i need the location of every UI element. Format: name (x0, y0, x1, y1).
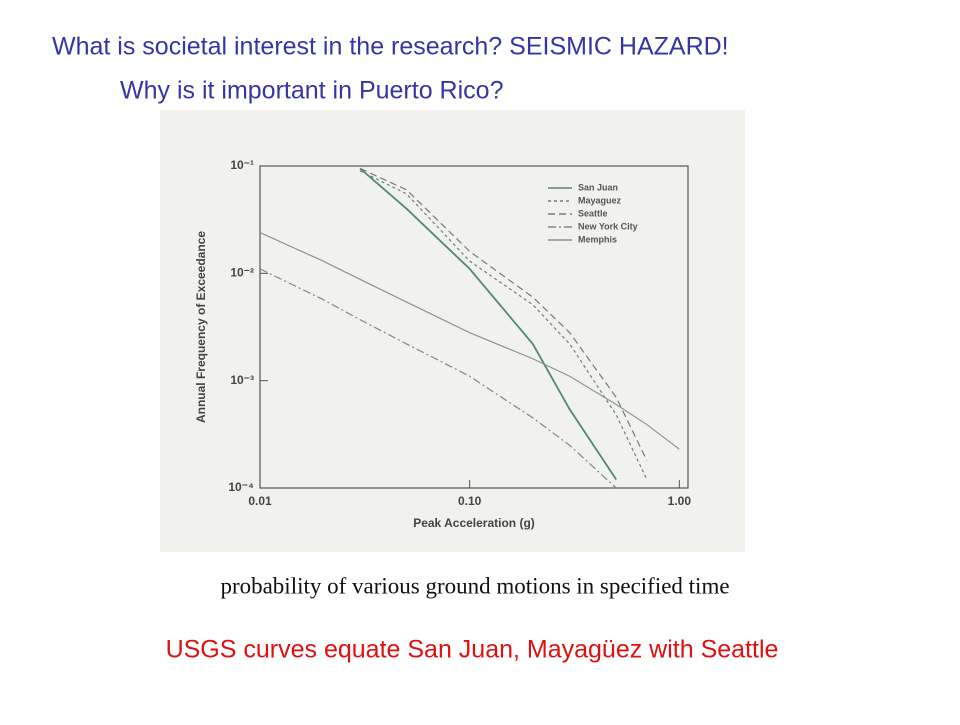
legend-label: Seattle (578, 208, 608, 218)
chart: 0.01 0.10 1.00 10⁻⁴ 10⁻³ 10⁻² 10⁻¹ Peak Acceler… (194, 158, 691, 530)
y-tick-label: 10⁻³ (230, 373, 254, 387)
plot-frame (259, 165, 689, 489)
heading: What is societal interest in the researc… (52, 33, 729, 61)
x-axis-label: Peak Acceleration (g) (413, 516, 535, 530)
y-tick-label: 10⁻² (230, 266, 254, 280)
series-line (259, 231, 680, 450)
y-axis-label: Annual Frequency of Exceedance (194, 231, 208, 423)
series-line (359, 167, 617, 480)
x-tick-label: 1.00 (668, 494, 692, 508)
chart-background (160, 110, 745, 552)
caption: probability of various ground motions in… (220, 573, 729, 598)
y-tick-label: 10⁻¹ (230, 158, 254, 172)
legend-label: Memphis (578, 234, 617, 244)
footnote: USGS curves equate San Juan, Mayagüez wi… (166, 636, 779, 664)
legend-label: Mayaguez (578, 195, 622, 205)
legend-label: New York City (578, 221, 638, 231)
y-tick-label: 10⁻⁴ (228, 480, 254, 494)
x-tick-label: 0.10 (458, 494, 482, 508)
legend-label: San Juan (578, 182, 618, 192)
heading: Why is it important in Puerto Rico? (120, 77, 503, 105)
x-tick-label: 0.01 (248, 494, 272, 508)
